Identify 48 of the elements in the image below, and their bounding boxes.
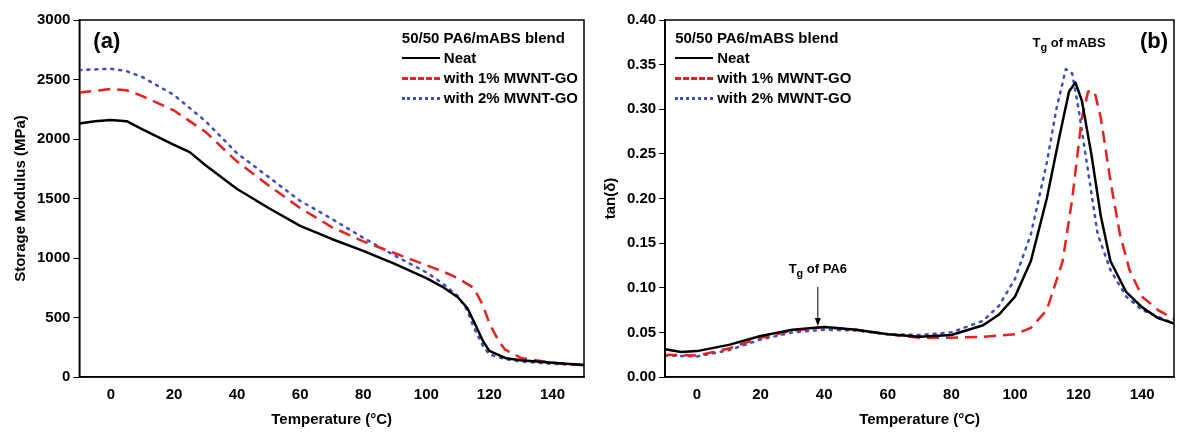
x-tick-label: 0 [692, 385, 702, 403]
x-tick-label: 20 [752, 385, 769, 403]
x-axis-title: Temperature (°C) [271, 410, 393, 428]
y-tick-label: 0.10 [626, 277, 657, 295]
x-tick-label: 80 [943, 385, 960, 403]
y-tick-label: 2500 [36, 69, 71, 87]
legend-label: Neat [717, 48, 750, 68]
x-tick-label: 100 [1002, 385, 1028, 403]
legend-label: Neat [443, 48, 477, 68]
y-axis-title: tan(δ) [601, 177, 619, 220]
y-tick-label: 1500 [36, 188, 71, 206]
annotation: (b) [1139, 28, 1168, 54]
y-tick-label: 0.25 [626, 144, 657, 162]
x-tick-label: 60 [291, 385, 309, 403]
x-tick-label: 40 [228, 385, 246, 403]
x-tick-label: 20 [165, 385, 183, 403]
annotation: (a) [93, 28, 121, 54]
legend-title: 50/50 PA6/mABS blend [675, 28, 840, 48]
x-axis-title: Temperature (°C) [859, 410, 980, 428]
x-tick-label: 100 [413, 385, 439, 403]
legend-label: with 1% MWNT-GO [717, 68, 852, 88]
x-tick-label: 40 [815, 385, 833, 403]
y-tick-label: 0.35 [626, 54, 657, 72]
x-tick-label: 120 [1066, 385, 1092, 403]
y-tick-label: 0.05 [626, 322, 657, 340]
y-tick-label: 2000 [36, 129, 71, 147]
annotation: T$_{g}$ of mABS [1032, 34, 1106, 53]
x-tick-label: 120 [476, 385, 502, 403]
x-tick-label: 0 [106, 385, 116, 403]
y-tick-label: 0.20 [626, 188, 657, 206]
x-tick-label: 60 [879, 385, 897, 403]
legend-title: 50/50 PA6/mABS blend [401, 28, 566, 48]
y-tick-label: 500 [45, 307, 71, 325]
y-tick-label: 1000 [36, 248, 71, 266]
legend-label: with 2% MWNT-GO [443, 88, 578, 108]
y-tick-label: 0.15 [626, 233, 657, 251]
x-tick-label: 140 [1129, 385, 1155, 403]
y-tick-label: 3000 [36, 10, 71, 28]
legend-label: with 2% MWNT-GO [717, 88, 852, 108]
y-tick-label: 0.30 [626, 99, 657, 117]
y-tick-label: 0 [62, 367, 71, 385]
y-tick-label: 0.40 [626, 10, 657, 28]
y-tick-label: 0.00 [626, 367, 657, 385]
legend-label: with 1% MWNT-GO [443, 68, 578, 88]
x-tick-label: 140 [539, 385, 565, 403]
annotation: T$_{g}$ of PA6 [788, 261, 848, 279]
x-tick-label: 80 [354, 385, 372, 403]
y-axis-title: Storage Modulus (MPa) [11, 115, 29, 282]
